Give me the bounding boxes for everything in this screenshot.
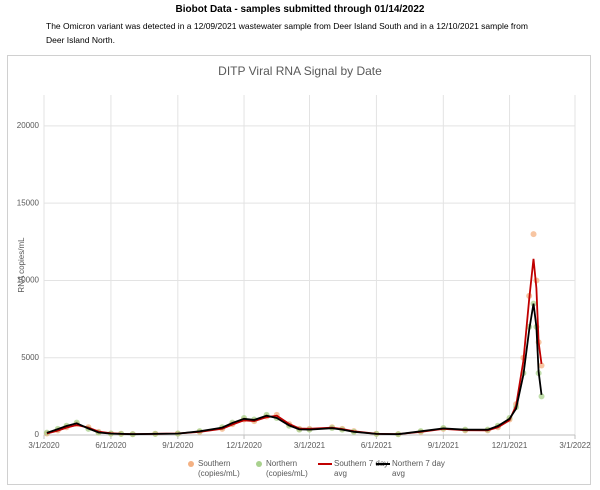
- x-tick-label: 6/1/2021: [361, 441, 393, 450]
- legend-swatch: [376, 463, 390, 465]
- y-tick-label: 0: [35, 430, 40, 439]
- y-axis-label: RNA copies/mL: [17, 237, 26, 293]
- y-tick-label: 10000: [17, 276, 40, 285]
- y-tick-label: 5000: [21, 353, 39, 362]
- legend-label: Southern 7 day avg: [334, 459, 389, 478]
- x-tick-label: 3/1/2020: [28, 441, 60, 450]
- x-tick-label: 9/1/2021: [428, 441, 460, 450]
- legend-entry: Southern (copies/mL): [188, 459, 262, 479]
- x-tick-label: 12/1/2020: [226, 441, 262, 450]
- legend-label: Northern (copies/mL): [266, 459, 308, 478]
- legend-label: Southern (copies/mL): [198, 459, 240, 478]
- avg-line: [46, 258, 543, 436]
- avg-line: [46, 303, 543, 436]
- x-tick-label: 9/1/2020: [162, 441, 194, 450]
- x-tick-label: 12/1/2021: [492, 441, 528, 450]
- y-tick-label: 15000: [17, 198, 40, 207]
- legend-entry: Northern 7 day avg: [376, 459, 456, 479]
- legend-entry: Northern (copies/mL): [256, 459, 330, 479]
- data-point: [538, 393, 545, 400]
- header-text: The Omicron variant was detected in a 12…: [46, 21, 528, 45]
- chart-title: DITP Viral RNA Signal by Date: [218, 64, 382, 78]
- x-tick-label: 3/1/2022: [559, 441, 591, 450]
- legend-entry: Southern 7 day avg: [318, 459, 398, 479]
- legend-swatch: [256, 461, 262, 467]
- legend-label: Northern 7 day avg: [392, 459, 445, 478]
- x-tick-label: 6/1/2020: [95, 441, 127, 450]
- legend-swatch: [318, 463, 332, 465]
- data-point: [538, 362, 545, 369]
- data-point: [530, 231, 537, 238]
- y-tick-label: 20000: [17, 121, 40, 130]
- x-tick-label: 3/1/2021: [294, 441, 326, 450]
- header-title: Biobot Data - samples submitted through …: [175, 4, 425, 15]
- legend-swatch: [188, 461, 194, 467]
- chart-box: [7, 55, 591, 485]
